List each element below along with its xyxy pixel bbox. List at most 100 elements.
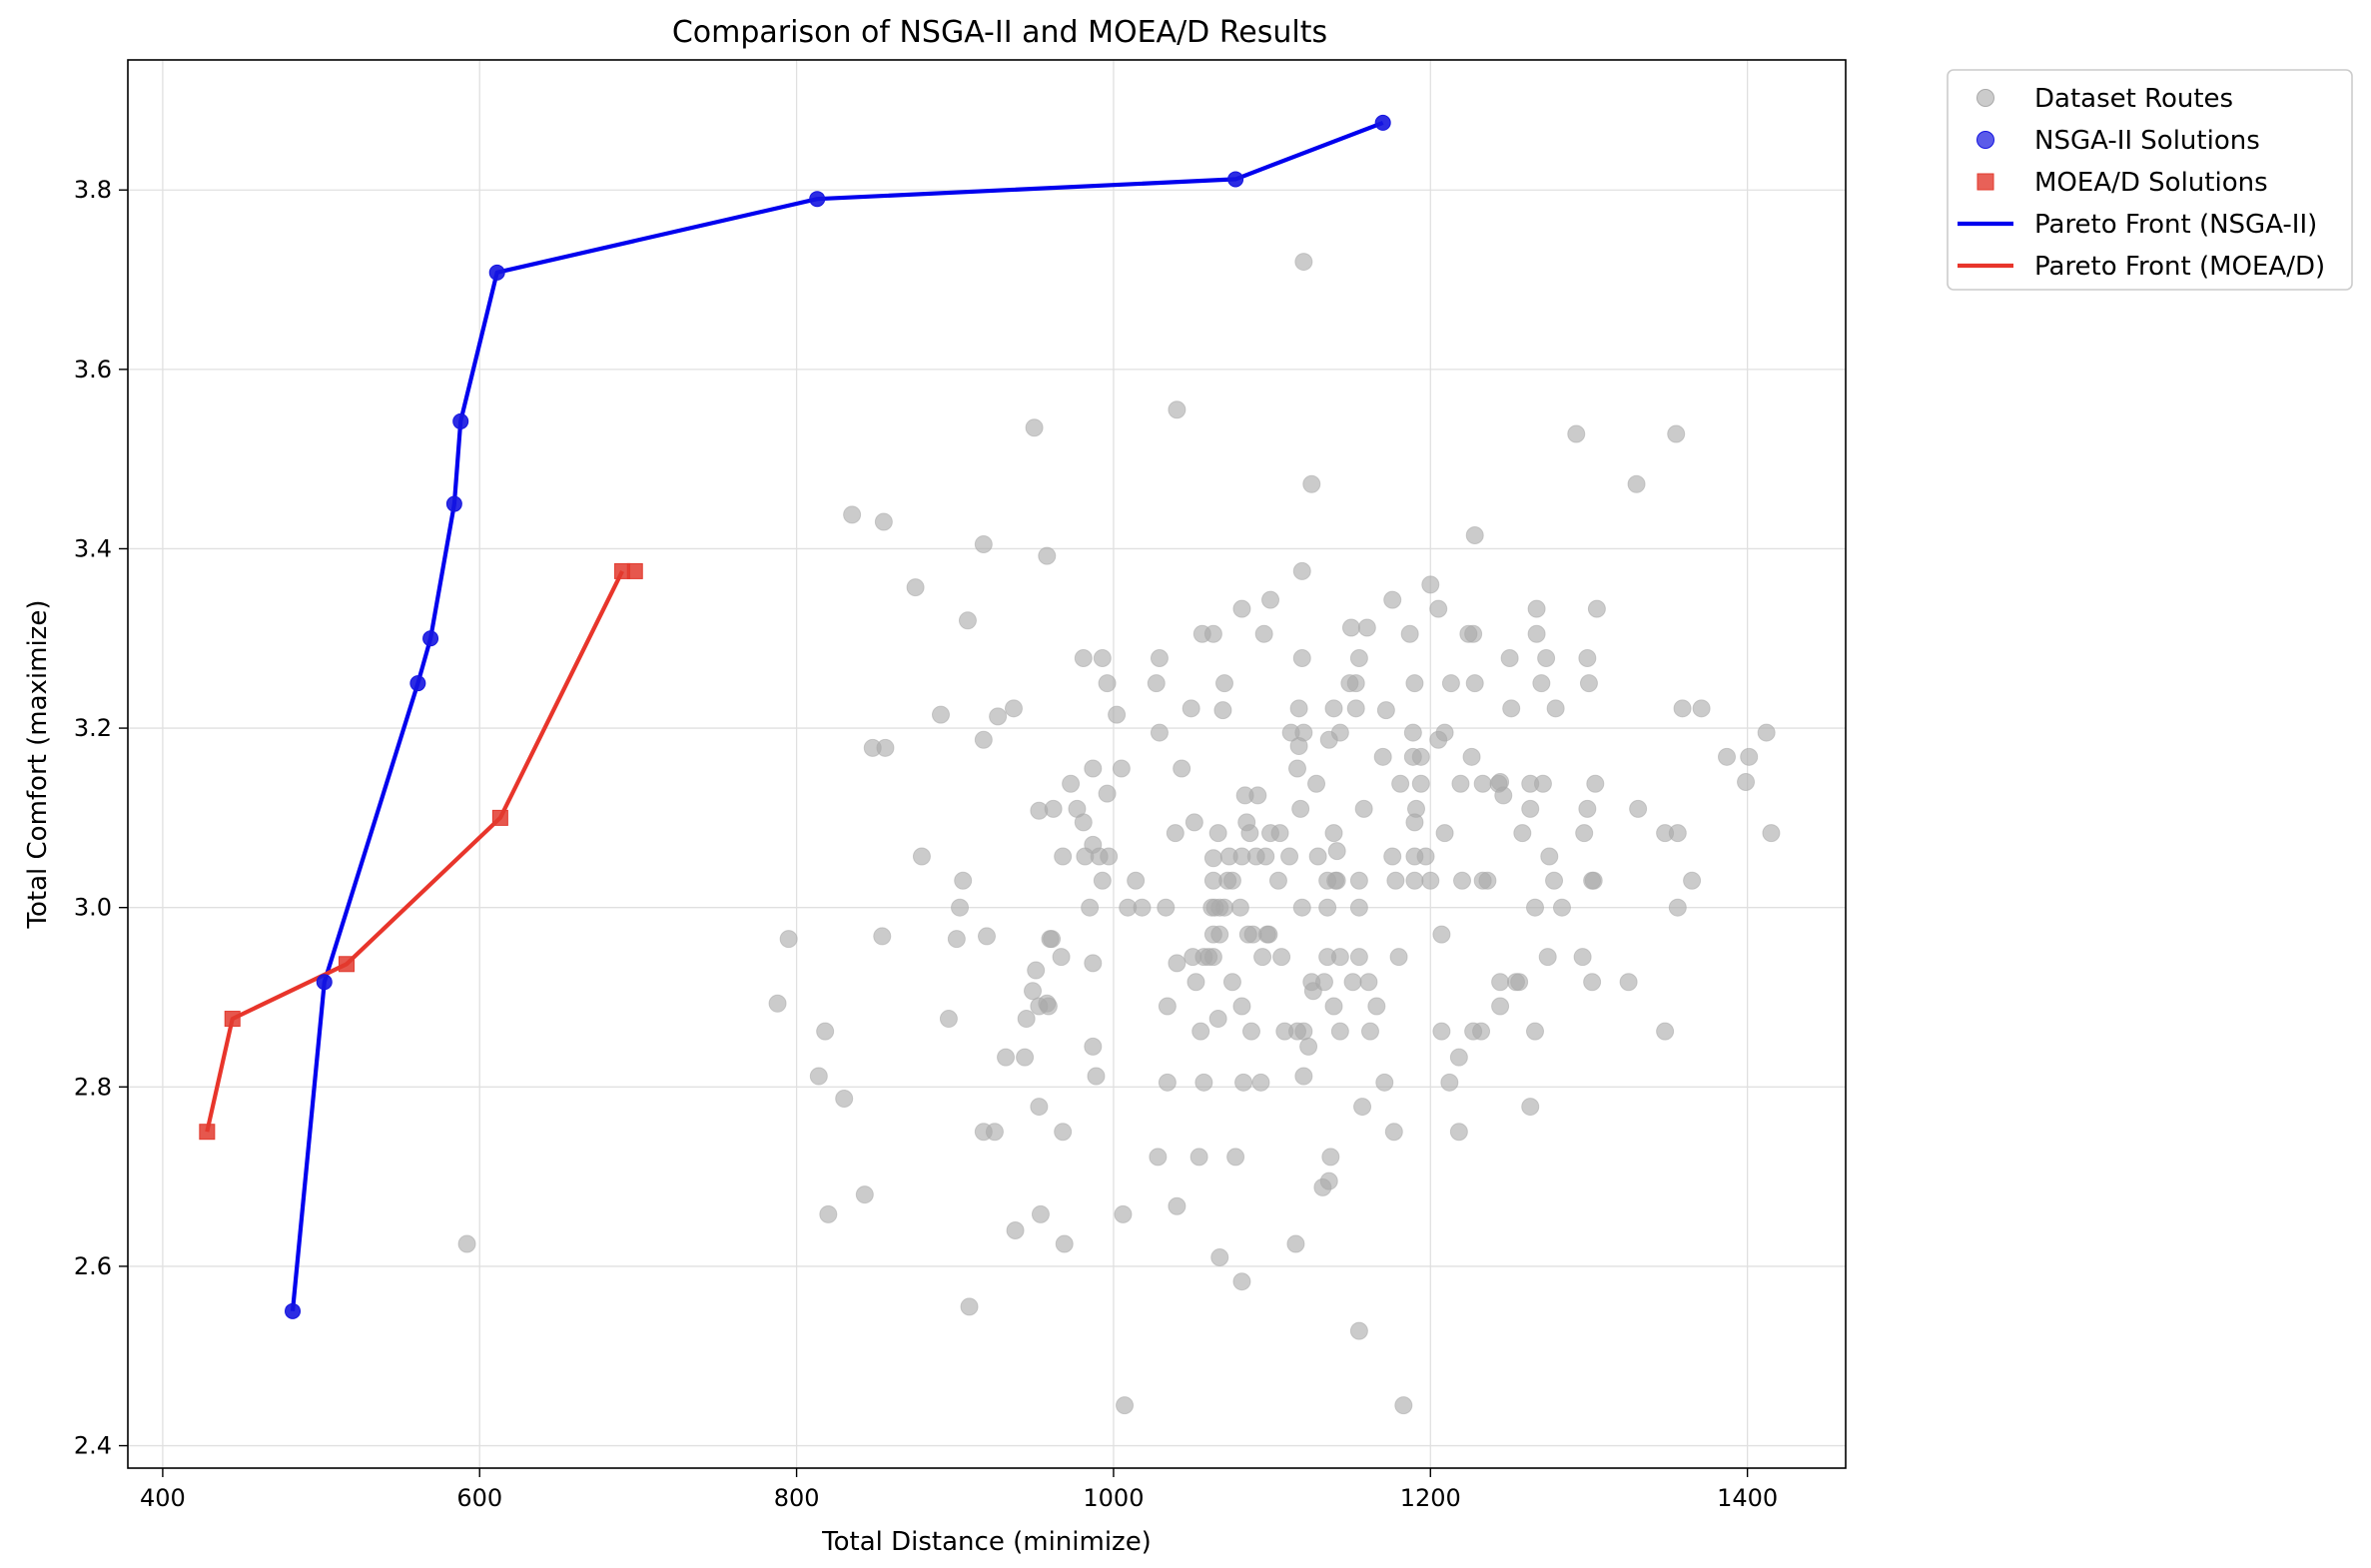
dataset-route-point [1429,599,1448,618]
dataset-route-point [1213,701,1232,720]
dataset-route-point [876,738,895,757]
legend-dataset-marker [1976,89,1994,107]
dataset-route-point [1429,730,1448,749]
dataset-route-point [1586,774,1605,793]
dataset-route-point [1226,1148,1245,1167]
dataset-route-point [809,1067,828,1086]
plot-area-frame [127,59,1847,1469]
dataset-route-point [1208,824,1227,843]
dataset-route-point [1027,961,1046,980]
dataset-route-point [1421,575,1440,594]
dataset-route-point [1360,1022,1379,1041]
dataset-route-point [816,1022,835,1041]
dataset-route-point [1259,925,1278,944]
dataset-route-point [951,898,970,917]
nsga-ii-solution-point [809,191,826,208]
dataset-route-point [1453,871,1472,890]
dataset-route-point [1038,994,1057,1013]
dataset-route-point [1627,474,1646,493]
dataset-route-point [1527,599,1546,618]
dataset-route-point [1230,898,1249,917]
dataset-route-point [1441,674,1460,693]
dataset-route-point [1327,842,1346,861]
dataset-route-point [978,927,996,946]
dataset-route-point [1084,954,1103,973]
dataset-route-point [1289,699,1308,718]
dataset-route-point [1552,898,1571,917]
dataset-route-point [939,1010,958,1029]
x-axis-label: Total Distance (minimize) [821,1527,1152,1557]
nsga-ii-solution-point [445,495,462,512]
dataset-route-point [1294,253,1313,272]
pareto-front-nsga-ii-line [290,120,1384,1312]
dataset-route-point [1354,799,1373,818]
y-tick-label: 3.8 [74,176,112,204]
dataset-route-point [835,1089,854,1108]
dataset-route-point [1031,1204,1050,1223]
dataset-route-point [989,707,1008,726]
dataset-route-point [1324,997,1343,1016]
dataset-route-point [1545,871,1564,890]
dataset-route-point [1394,1396,1413,1415]
x-tick-label: 1200 [1400,1484,1461,1512]
dataset-route-point [1343,973,1362,992]
dataset-route-point [1533,774,1552,793]
dataset-route-point [1254,624,1273,643]
dataset-route-point [1619,973,1638,992]
dataset-route-point [1629,799,1648,818]
dataset-route-point [1307,774,1326,793]
dataset-route-point [1054,1123,1073,1142]
dataset-route-point [1405,813,1424,832]
dataset-route-point [1081,898,1100,917]
dataset-route-point [1494,786,1513,805]
dataset-route-point [1319,730,1338,749]
dataset-route-point [1168,400,1186,419]
nsga-ii-solution-point [488,264,505,281]
dataset-route-point [1313,1177,1332,1196]
dataset-route-point [1540,847,1559,866]
dataset-route-point [1510,973,1529,992]
dataset-route-point [1391,774,1410,793]
dataset-route-point [1502,699,1521,718]
dataset-route-point [947,930,966,949]
dataset-route-point [1215,674,1234,693]
dataset-route-point [1098,674,1117,693]
dataset-route-point [1025,418,1044,437]
dataset-route-point [1147,674,1166,693]
dataset-route-point [1573,948,1592,967]
dataset-route-point [1357,618,1376,637]
dataset-route-point [1526,1022,1545,1041]
dataset-route-point [1532,674,1551,693]
dataset-route-point [819,1204,838,1223]
dataset-route-point [1199,948,1218,967]
dataset-route-point [1584,871,1603,890]
dataset-route-point [1321,1148,1340,1167]
dataset-route-point [1024,982,1043,1001]
dataset-route-point [1308,847,1327,866]
dataset-route-point [1185,813,1203,832]
dataset-route-point [1421,871,1440,890]
dataset-route-point [985,1123,1004,1142]
dataset-route-point [1268,871,1287,890]
dataset-route-point [1405,871,1424,890]
dataset-route-point [1432,925,1451,944]
dataset-route-point [1150,723,1169,742]
legend-label: Pareto Front (NSGA-II) [2034,210,2317,240]
dataset-route-point [1465,674,1484,693]
dataset-route-point [1383,847,1402,866]
dataset-route-point [1411,774,1430,793]
dataset-route-point [1400,624,1419,643]
solution-markers [199,114,1391,1319]
dataset-route-point [1668,898,1687,917]
moea-d-solution-point [199,1124,216,1141]
dataset-route-point [1222,871,1241,890]
dataset-route-point [1367,997,1386,1016]
dataset-route-point [1291,799,1310,818]
dataset-route-point [1210,1247,1229,1266]
dataset-route-point [1203,624,1222,643]
y-axis-label: Total Comfort (maximize) [23,600,53,930]
dataset-route-point [1270,824,1289,843]
dataset-route-point [1324,824,1343,843]
dataset-route-point [1440,1073,1459,1092]
nsga-ii-solution-point [1227,171,1244,188]
